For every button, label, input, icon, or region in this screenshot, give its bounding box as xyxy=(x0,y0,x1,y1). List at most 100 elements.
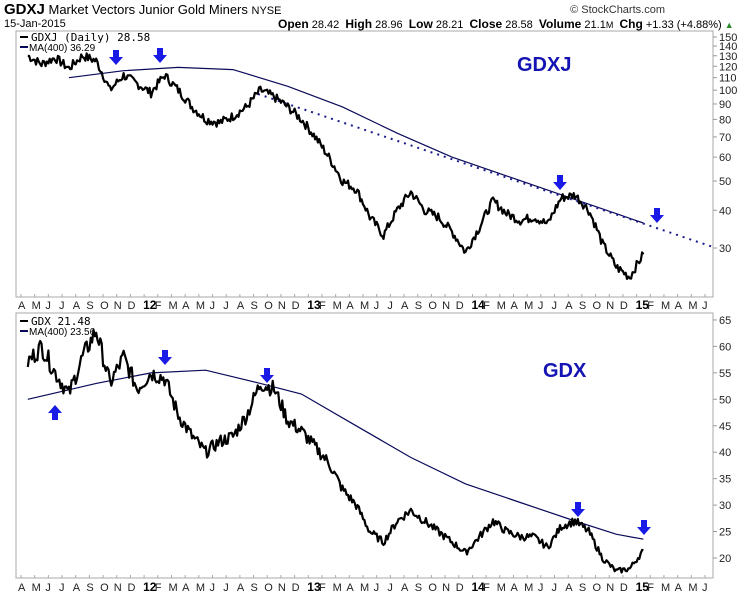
month-label: F xyxy=(483,300,490,312)
month-label: D xyxy=(456,300,464,312)
month-label: A xyxy=(675,300,683,312)
y-tick-label: 55 xyxy=(719,368,731,380)
month-label: M xyxy=(32,300,41,312)
chg-label: Chg xyxy=(619,17,643,31)
top-panel-frame xyxy=(15,30,714,298)
month-label: J xyxy=(702,300,708,312)
gdx-ma-legend: MA(400) 23.56 xyxy=(29,327,96,338)
month-label: M xyxy=(196,582,205,594)
year-label: 15 xyxy=(636,298,650,312)
month-label: S xyxy=(579,300,586,312)
month-label: N xyxy=(114,300,122,312)
y-tick-label: 30 xyxy=(719,243,731,255)
month-label: J xyxy=(538,582,544,594)
month-label: A xyxy=(346,582,354,594)
down-arrow-icon xyxy=(153,48,167,63)
month-label: N xyxy=(442,300,450,312)
month-label: A xyxy=(675,582,683,594)
month-label: O xyxy=(264,300,273,312)
month-label: A xyxy=(565,582,573,594)
month-label: J xyxy=(552,582,558,594)
gdx-watermark: GDX xyxy=(543,360,587,382)
month-label: N xyxy=(442,582,450,594)
month-label: F xyxy=(647,300,654,312)
month-label: D xyxy=(127,582,135,594)
y-tick-label: 40 xyxy=(719,205,731,217)
month-label: J xyxy=(223,300,229,312)
month-label: D xyxy=(456,582,464,594)
month-label: O xyxy=(264,582,273,594)
month-label: O xyxy=(428,582,437,594)
month-label: M xyxy=(497,300,506,312)
month-label: F xyxy=(155,582,162,594)
open-label: Open xyxy=(278,17,309,31)
month-label: M xyxy=(688,582,697,594)
month-label: M xyxy=(661,582,670,594)
month-label: J xyxy=(387,300,393,312)
symbol: GDXJ xyxy=(4,1,45,18)
month-label: A xyxy=(182,582,190,594)
month-label: M xyxy=(497,582,506,594)
month-label: J xyxy=(538,300,544,312)
gdx-price-line xyxy=(26,328,644,574)
gdxj-trendline xyxy=(257,93,714,248)
y-tick-label: 45 xyxy=(719,421,731,433)
month-label: J xyxy=(702,582,708,594)
high-label: High xyxy=(345,17,373,31)
month-label: S xyxy=(251,300,258,312)
month-label: F xyxy=(483,582,490,594)
year-label: 13 xyxy=(307,580,321,594)
month-label: M xyxy=(168,300,177,312)
month-label: N xyxy=(114,582,122,594)
month-label: S xyxy=(251,582,258,594)
close-label: Close xyxy=(469,17,503,31)
month-label: S xyxy=(415,582,422,594)
low-label: Low xyxy=(408,17,433,31)
bottom-y-axis: 65 60 55 50 45 40 35 30 25 20 xyxy=(713,315,731,565)
month-label: A xyxy=(73,300,81,312)
month-label: D xyxy=(620,582,628,594)
security-name: Market Vectors Junior Gold Miners xyxy=(48,2,248,17)
y-tick-label: 20 xyxy=(719,553,731,565)
year-label: 14 xyxy=(471,298,485,312)
month-label: M xyxy=(333,582,342,594)
month-label: D xyxy=(292,582,300,594)
month-label: J xyxy=(210,582,216,594)
month-label: M xyxy=(333,300,342,312)
y-tick-label: 65 xyxy=(719,315,731,327)
volume-value: 21.1 xyxy=(584,19,606,31)
month-label: A xyxy=(346,300,354,312)
month-label: M xyxy=(661,300,670,312)
bottom-panel-frame xyxy=(15,312,714,579)
month-label: N xyxy=(278,300,286,312)
bottom-x-axis: A M J J A S O N D 12F M A M J J A S O N D 13F M A M J J A S O N D 14F M A… xyxy=(18,575,708,594)
y-tick-label: 90 xyxy=(719,99,731,111)
y-tick-label: 150 xyxy=(719,32,737,44)
y-tick-label: 40 xyxy=(719,447,731,459)
month-label: O xyxy=(593,582,602,594)
copyright: © StockCharts.com xyxy=(570,4,665,16)
month-label: J xyxy=(59,300,65,312)
down-arrow-icon xyxy=(109,50,123,65)
down-arrow-icon xyxy=(571,502,585,517)
y-tick-label: 50 xyxy=(719,176,731,188)
down-arrow-icon xyxy=(158,350,172,365)
y-tick-label: 110 xyxy=(719,73,737,85)
month-label: J xyxy=(374,300,380,312)
month-label: A xyxy=(18,300,26,312)
month-label: M xyxy=(524,300,533,312)
exchange: NYSE xyxy=(251,5,282,17)
month-label: M xyxy=(524,582,533,594)
month-label: S xyxy=(579,582,586,594)
month-label: S xyxy=(86,582,93,594)
month-label: O xyxy=(593,300,602,312)
low-value: 28.21 xyxy=(435,19,464,31)
month-label: A xyxy=(237,582,245,594)
y-tick-label: 60 xyxy=(719,341,731,353)
volume-unit: M xyxy=(605,20,614,30)
month-label: A xyxy=(510,582,518,594)
month-label: N xyxy=(606,582,614,594)
month-label: M xyxy=(168,582,177,594)
